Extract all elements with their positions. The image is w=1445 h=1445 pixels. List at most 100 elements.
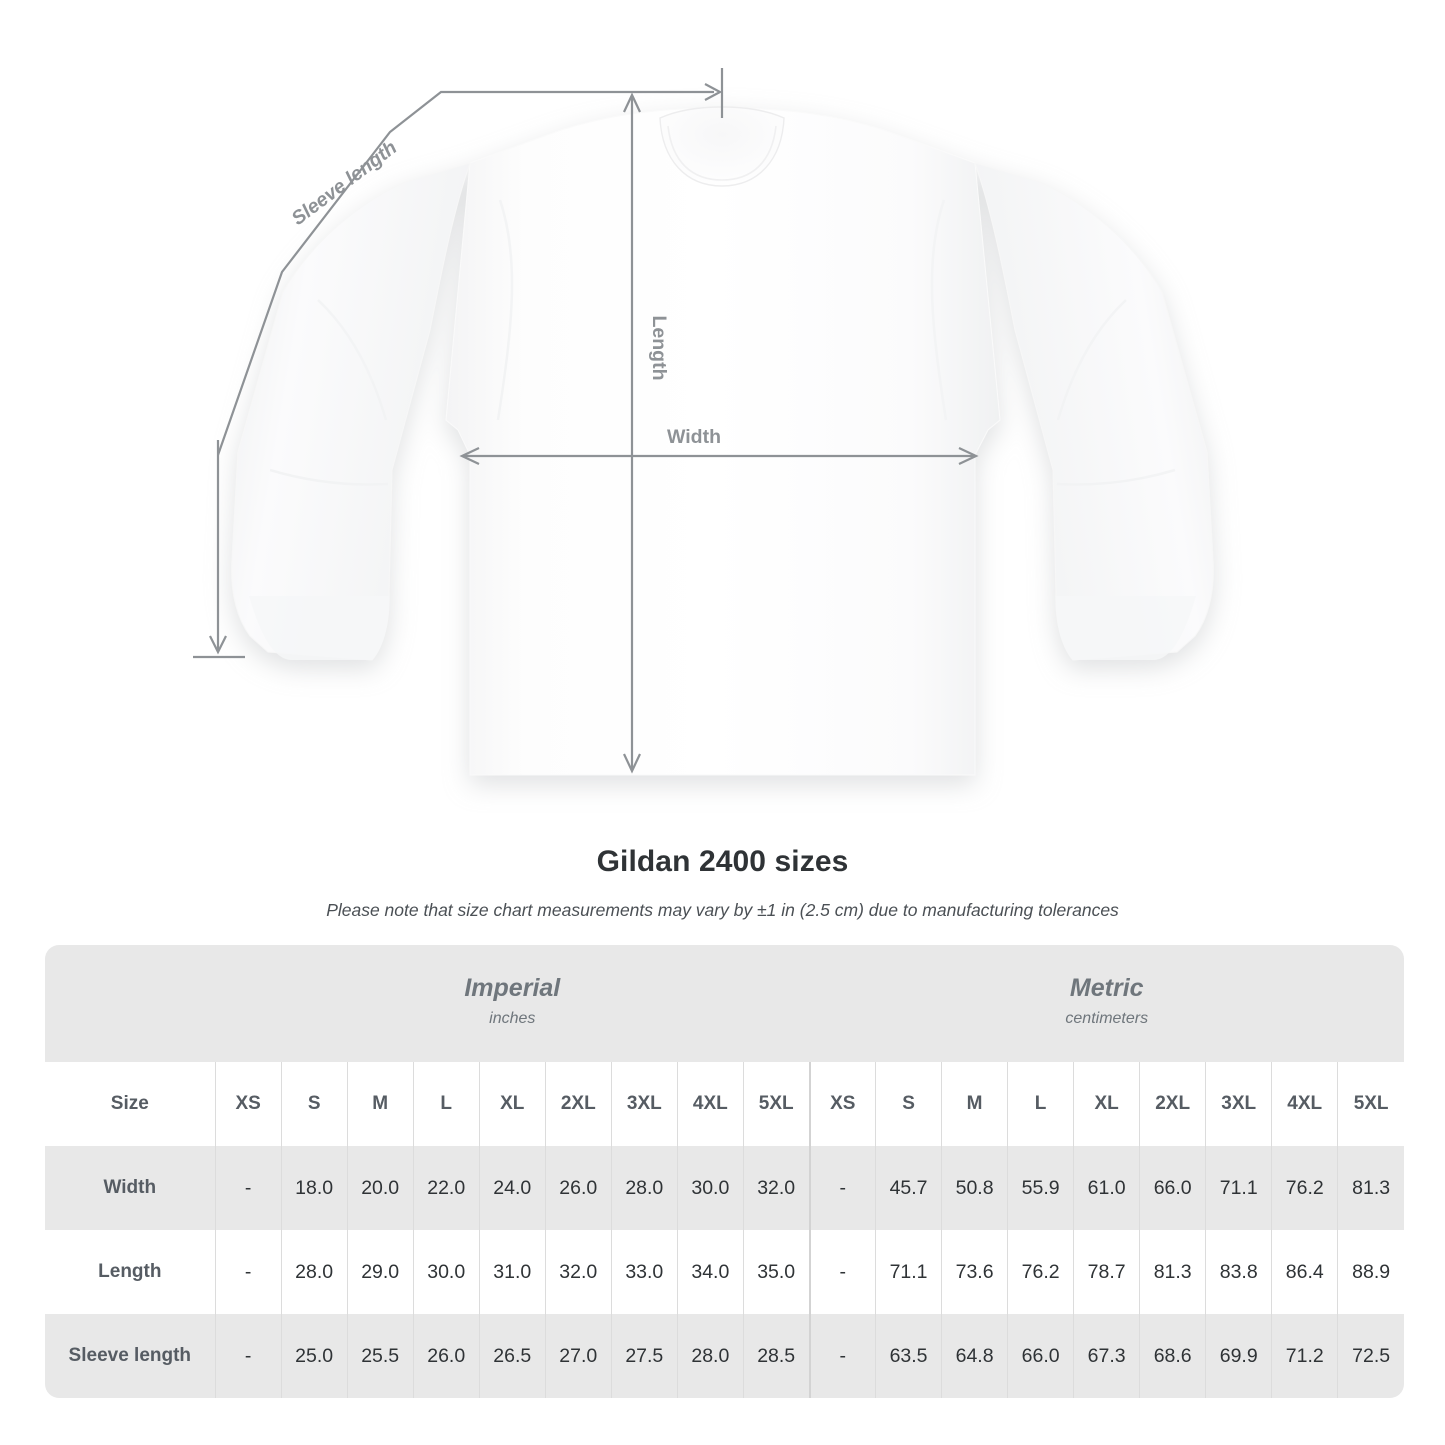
cell-sleeve-metric-5xl: 72.5: [1337, 1314, 1404, 1398]
garment-diagram-panel: Sleeve length Length Width: [193, 68, 1214, 776]
cell-width-metric-s: 45.7: [875, 1146, 942, 1230]
unit-cell-imperial: Imperial inches: [215, 945, 810, 1062]
cell-width-metric-m: 50.8: [941, 1146, 1008, 1230]
length-label: Length: [648, 316, 670, 381]
header-metric-xs: XS: [808, 1062, 876, 1146]
cell-sleeve-imperial-l: 26.0: [412, 1314, 480, 1398]
row-label-length: Length: [45, 1230, 216, 1314]
cell-length-metric-3xl: 83.8: [1205, 1230, 1272, 1314]
cell-width-imperial-3xl: 28.0: [610, 1146, 678, 1230]
header-metric-3xl: 3XL: [1205, 1062, 1272, 1146]
cell-length-imperial-m: 29.0: [346, 1230, 414, 1314]
sleeve-length-line: [216, 90, 714, 456]
header-metric-l: L: [1007, 1062, 1074, 1146]
cell-sleeve-metric-3xl: 69.9: [1205, 1314, 1272, 1398]
cell-sleeve-metric-2xl: 68.6: [1139, 1314, 1206, 1398]
cell-length-imperial-xs: -: [214, 1230, 282, 1314]
cell-width-imperial-m: 20.0: [346, 1146, 414, 1230]
title-block: Gildan 2400 sizes Please note that size …: [0, 845, 1445, 921]
cell-length-metric-s: 71.1: [875, 1230, 942, 1314]
cell-width-metric-3xl: 71.1: [1205, 1146, 1272, 1230]
cell-width-imperial-s: 18.0: [280, 1146, 348, 1230]
garment-illustration: Sleeve length Length Width: [193, 68, 1214, 776]
cell-width-imperial-xl: 24.0: [478, 1146, 546, 1230]
cell-sleeve-imperial-m: 25.5: [346, 1314, 414, 1398]
cell-width-metric-4xl: 76.2: [1271, 1146, 1338, 1230]
cell-length-metric-l: 76.2: [1007, 1230, 1074, 1314]
cell-sleeve-imperial-4xl: 28.0: [676, 1314, 744, 1398]
cell-length-imperial-2xl: 32.0: [544, 1230, 612, 1314]
cell-sleeve-imperial-3xl: 27.5: [610, 1314, 678, 1398]
cell-sleeve-metric-l: 66.0: [1007, 1314, 1074, 1398]
size-chart-table-wrap: Imperial inches Metric centimeters Size …: [45, 945, 1404, 1398]
cell-width-metric-2xl: 66.0: [1139, 1146, 1206, 1230]
cell-width-metric-xl: 61.0: [1073, 1146, 1140, 1230]
cell-length-imperial-s: 28.0: [280, 1230, 348, 1314]
cell-width-metric-5xl: 81.3: [1337, 1146, 1404, 1230]
cell-width-imperial-2xl: 26.0: [544, 1146, 612, 1230]
cell-sleeve-imperial-xs: -: [214, 1314, 282, 1398]
cell-sleeve-imperial-xl: 26.5: [478, 1314, 546, 1398]
fabric-folds: [269, 199, 1176, 486]
unit-band-spacer: [45, 945, 216, 1062]
header-imperial-3xl: 3XL: [610, 1062, 678, 1146]
header-imperial-l: L: [412, 1062, 480, 1146]
unit-band-row: Imperial inches Metric centimeters: [45, 945, 1404, 1062]
cell-width-imperial-5xl: 32.0: [742, 1146, 810, 1230]
cell-width-imperial-xs: -: [214, 1146, 282, 1230]
cell-width-metric-l: 55.9: [1007, 1146, 1074, 1230]
page-title: Gildan 2400 sizes: [596, 845, 849, 878]
cell-length-metric-2xl: 81.3: [1139, 1230, 1206, 1314]
header-imperial-m: M: [346, 1062, 414, 1146]
cell-length-metric-5xl: 88.9: [1337, 1230, 1404, 1314]
cell-length-imperial-l: 30.0: [412, 1230, 480, 1314]
header-imperial-5xl: 5XL: [742, 1062, 810, 1146]
shirt-shape: [231, 106, 1214, 776]
cell-length-metric-4xl: 86.4: [1271, 1230, 1338, 1314]
header-imperial-xs: XS: [214, 1062, 282, 1146]
width-label: Width: [667, 426, 721, 448]
cell-sleeve-imperial-s: 25.0: [280, 1314, 348, 1398]
cell-length-imperial-5xl: 35.0: [742, 1230, 810, 1314]
cell-length-metric-m: 73.6: [941, 1230, 1008, 1314]
cell-sleeve-metric-xl: 67.3: [1073, 1314, 1140, 1398]
cell-length-imperial-4xl: 34.0: [676, 1230, 744, 1314]
cell-sleeve-metric-xs: -: [808, 1314, 876, 1398]
cell-width-imperial-l: 22.0: [412, 1146, 480, 1230]
header-metric-5xl: 5XL: [1337, 1062, 1404, 1146]
metric-sub: centimeters: [1065, 1009, 1149, 1027]
header-metric-2xl: 2XL: [1139, 1062, 1206, 1146]
metric-label: Metric: [1069, 973, 1144, 1002]
cell-sleeve-imperial-2xl: 27.0: [544, 1314, 612, 1398]
cell-length-metric-xs: -: [808, 1230, 876, 1314]
tolerance-note: Please note that size chart measurements…: [326, 900, 1119, 920]
cell-sleeve-metric-4xl: 71.2: [1271, 1314, 1338, 1398]
header-imperial-s: S: [280, 1062, 348, 1146]
cell-length-metric-xl: 78.7: [1073, 1230, 1140, 1314]
size-chart-table: Imperial inches Metric centimeters Size …: [45, 945, 1404, 1398]
header-metric-4xl: 4XL: [1271, 1062, 1338, 1146]
cell-width-metric-xs: -: [808, 1146, 876, 1230]
header-metric-s: S: [875, 1062, 942, 1146]
row-label-sleeve-length: Sleeve length: [45, 1314, 216, 1398]
cell-sleeve-metric-m: 64.8: [941, 1314, 1008, 1398]
header-metric-m: M: [941, 1062, 1008, 1146]
header-imperial-4xl: 4XL: [676, 1062, 744, 1146]
cell-length-imperial-xl: 31.0: [478, 1230, 546, 1314]
header-imperial-2xl: 2XL: [544, 1062, 612, 1146]
header-size-label: Size: [45, 1062, 216, 1146]
cell-sleeve-imperial-5xl: 28.5: [742, 1314, 810, 1398]
measurement-lines: [193, 68, 979, 774]
imperial-sub: inches: [489, 1009, 536, 1027]
cell-width-imperial-4xl: 30.0: [676, 1146, 744, 1230]
table-row: Length - 28.0 29.0 30.0 31.0 32.0 33.0 3…: [45, 1230, 1404, 1314]
cell-sleeve-metric-s: 63.5: [875, 1314, 942, 1398]
table-row: Sleeve length - 25.0 25.5 26.0 26.5 27.0…: [45, 1314, 1404, 1398]
table-row: Width - 18.0 20.0 22.0 24.0 26.0 28.0 30…: [45, 1146, 1404, 1230]
imperial-label: Imperial: [464, 973, 561, 1002]
size-header-row: Size XS S M L XL 2XL 3XL 4XL 5XL XS S M …: [45, 1062, 1404, 1146]
cell-length-imperial-3xl: 33.0: [610, 1230, 678, 1314]
row-label-width: Width: [45, 1146, 216, 1230]
header-metric-xl: XL: [1073, 1062, 1140, 1146]
header-imperial-xl: XL: [478, 1062, 546, 1146]
